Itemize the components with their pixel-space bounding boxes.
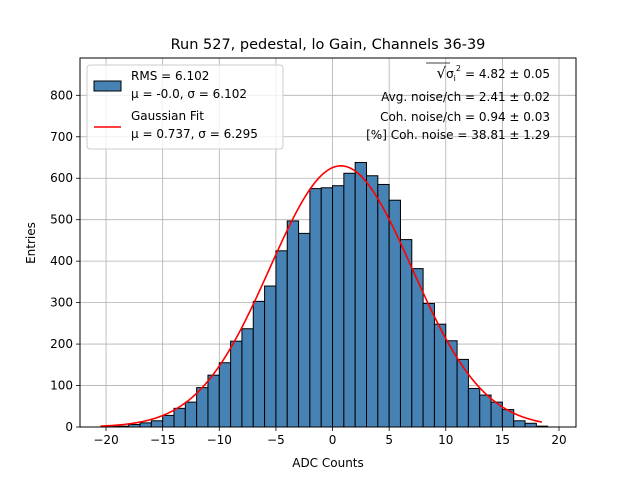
x-axis-ticks: −20 −15 −10 −5 0 5 10 15 20 [93, 427, 567, 447]
y-tick-label: 100 [50, 379, 73, 393]
y-tick-label: 200 [50, 337, 73, 351]
histogram-bar [218, 362, 232, 428]
y-tick-label: 0 [65, 420, 73, 434]
chart-title: Run 527, pedestal, lo Gain, Channels 36-… [171, 37, 486, 53]
x-tick-label: −10 [207, 433, 232, 447]
histogram-bar [286, 220, 300, 428]
gaussian-fit-layer [100, 164, 543, 427]
x-tick-label: −20 [93, 433, 118, 447]
annotation-coh-noise: Coh. noise/ch = 0.94 ± 0.03 [380, 110, 550, 124]
histogram-bar [320, 187, 334, 428]
histogram-bar [354, 161, 368, 428]
histogram-bar [298, 232, 311, 428]
histogram-bar [411, 268, 424, 428]
histogram-bar [230, 340, 243, 428]
x-tick-label: 10 [438, 433, 453, 447]
annotation-sqrt-value: = 4.82 ± 0.05 [465, 67, 550, 81]
histogram-bar [139, 422, 152, 428]
histogram-bar [456, 358, 469, 428]
noise-annotations: √σi2 = 4.82 ± 0.05 Avg. noise/ch = 2.41 ±… [366, 62, 551, 142]
x-tick-label: −15 [150, 433, 175, 447]
annotation-coh-percent: [%] Coh. noise = 38.81 ± 1.29 [366, 128, 550, 142]
annotation-avg-noise: Avg. noise/ch = 2.41 ± 0.02 [381, 90, 550, 104]
histogram-bar [241, 328, 254, 428]
histogram-bar [184, 401, 198, 428]
y-tick-label: 500 [50, 213, 73, 227]
histogram-bar [422, 302, 435, 428]
histogram-bar [366, 175, 379, 428]
sigma-superscript: 2 [456, 64, 461, 73]
y-tick-label: 700 [50, 130, 73, 144]
sigma-symbol: σ [446, 67, 454, 81]
histogram-bar [162, 414, 175, 428]
x-tick-label: 15 [495, 433, 510, 447]
x-tick-label: 20 [551, 433, 566, 447]
histogram-bar [343, 172, 356, 428]
histogram-bar [264, 285, 277, 428]
x-axis-label: ADC Counts [292, 456, 364, 470]
x-tick-label: 0 [329, 433, 337, 447]
histogram-bar [207, 374, 220, 428]
legend-box [86, 64, 284, 150]
y-tick-label: 300 [50, 296, 73, 310]
y-tick-label: 400 [50, 254, 73, 268]
histogram-bar [524, 422, 537, 428]
histogram-bar [467, 387, 481, 428]
legend-rms-stats: μ = -0.0, σ = 6.102 [131, 87, 247, 101]
histogram-bar [275, 250, 288, 428]
y-axis-label: Entries [24, 222, 38, 264]
y-axis-ticks: 0 100 200 300 400 500 600 700 800 [50, 88, 80, 434]
x-tick-label: 5 [385, 433, 393, 447]
legend-fit-stats: μ = 0.737, σ = 6.295 [131, 127, 258, 141]
legend: RMS = 6.102 μ = -0.0, σ = 6.102 Gaussian… [86, 64, 284, 150]
y-tick-label: 600 [50, 171, 73, 185]
sqrt-symbol: √ [437, 64, 447, 82]
histogram-bar [513, 420, 526, 428]
histogram-bar [252, 300, 266, 428]
histogram-bar [332, 185, 345, 428]
legend-rms-swatch [93, 80, 122, 92]
histogram-bar [150, 420, 164, 428]
legend-fit-label: Gaussian Fit [131, 109, 204, 123]
histogram-bar [377, 183, 390, 428]
y-tick-label: 800 [50, 88, 73, 102]
gaussian-fit-curve [100, 164, 543, 427]
histogram-bar [173, 407, 186, 428]
histogram-bar [479, 394, 492, 428]
histogram-bar [433, 323, 447, 428]
plot-frame [79, 57, 577, 428]
legend-rms-label: RMS = 6.102 [131, 69, 209, 83]
histogram-bar [196, 387, 209, 428]
annotation-sqrt-sigma: √σi2 = 4.82 ± 0.05 [437, 64, 551, 83]
sigma-subscript: i [454, 74, 456, 83]
histogram-bar [309, 188, 322, 428]
histogram-bar [399, 239, 413, 428]
histogram-bars [105, 161, 549, 428]
x-tick-label: −5 [267, 433, 285, 447]
histogram-bar [388, 199, 401, 428]
